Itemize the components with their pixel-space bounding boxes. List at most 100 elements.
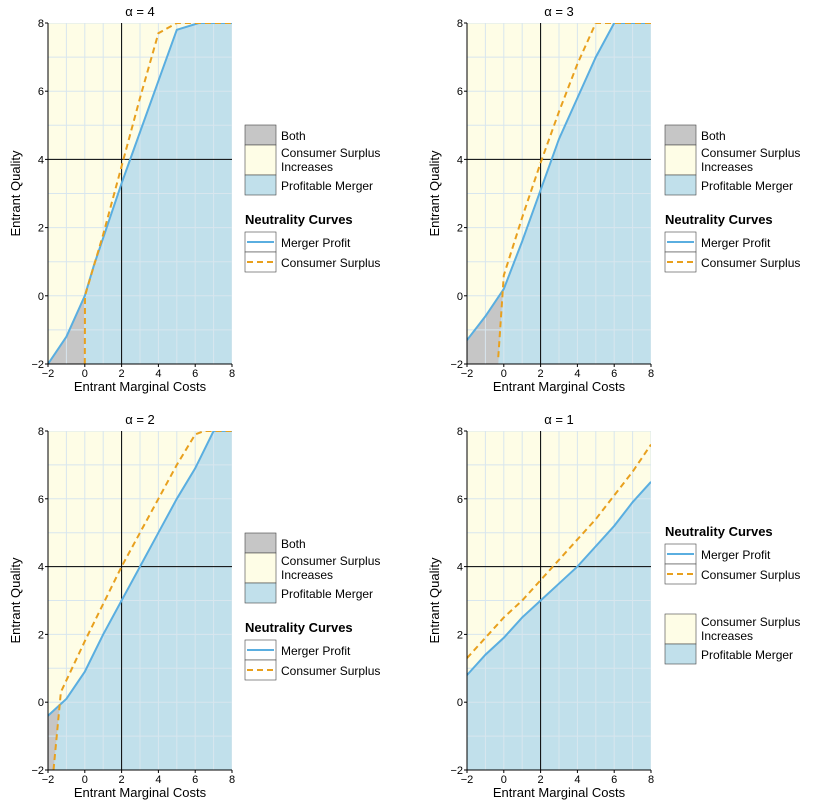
plot-area — [48, 431, 232, 770]
y-tick-label: −2 — [450, 359, 463, 371]
y-tick-label: 8 — [457, 426, 463, 438]
legend-label-consumer-surplus: Consumer Surplus — [281, 256, 380, 270]
y-tick-label: 6 — [38, 86, 44, 98]
legend-label-both: Both — [281, 129, 306, 143]
legend-label-merger-profit: Merger Profit — [281, 236, 351, 250]
y-tick-label: 6 — [457, 86, 463, 98]
y-tick-label: 2 — [457, 223, 463, 235]
x-tick-label: 6 — [611, 368, 617, 380]
y-axis-label: Entrant Quality — [8, 150, 23, 236]
chart-title: α = 3 — [544, 4, 574, 19]
legend-swatch-consumer-surplus — [244, 144, 277, 176]
x-tick-label: 4 — [574, 368, 580, 380]
consumer-surplus-curve — [497, 23, 651, 358]
legend-label-consumer-surplus: Consumer Surplus — [701, 568, 800, 582]
y-tick-label: 4 — [38, 562, 44, 574]
plot-area — [467, 431, 651, 770]
legend-label-profitable: Profitable Merger — [701, 648, 793, 662]
legend-title-neutrality-curves: Neutrality Curves — [665, 524, 773, 539]
y-tick-label: 2 — [38, 629, 44, 641]
x-tick-label: 6 — [192, 774, 198, 786]
x-tick-label: 0 — [82, 774, 88, 786]
panel-1: −2 0 2 4 6 8 −2 0 2 4 6 8 α = 4 Entrant Marginal Cost… — [8, 4, 380, 394]
legend-label-cs-line2: Increases — [701, 629, 753, 643]
x-axis-label: Entrant Marginal Costs — [493, 785, 626, 800]
y-tick-label: 6 — [457, 494, 463, 506]
legend-label-cs-line2: Increases — [701, 160, 753, 174]
y-tick-label: 2 — [38, 223, 44, 235]
y-tick-label: 6 — [38, 494, 44, 506]
legend-label-cs-line2: Increases — [281, 160, 333, 174]
consumer-surplus-curve — [52, 431, 232, 770]
y-tick-label: −2 — [450, 765, 463, 777]
plot-area — [48, 23, 232, 364]
legend-label-consumer-surplus: Consumer Surplus — [701, 256, 800, 270]
consumer-surplus-curve — [467, 443, 651, 659]
legend-label-merger-profit: Merger Profit — [281, 644, 351, 658]
legend-label-cs-line1: Consumer Surplus — [281, 146, 380, 160]
merger-profit-curve — [48, 431, 232, 717]
legend-swatch-consumer-surplus — [664, 144, 697, 176]
x-tick-label: 2 — [538, 368, 544, 380]
x-tick-label: 4 — [155, 774, 161, 786]
region-both — [48, 262, 95, 364]
panel-3: −2 0 2 4 6 8 −2 0 2 4 6 8 α = 2 Entrant Marginal Cost… — [8, 412, 380, 800]
y-tick-label: 4 — [38, 154, 44, 166]
chart-title: α = 1 — [544, 412, 574, 427]
legend-label-cs-line1: Consumer Surplus — [701, 146, 800, 160]
y-tick-label: 2 — [457, 629, 463, 641]
region-both — [467, 290, 503, 364]
legend-swatch-profitable — [244, 582, 277, 604]
chart-title: α = 2 — [125, 412, 155, 427]
merger-profit-curve — [467, 23, 651, 341]
y-tick-label: −2 — [31, 359, 44, 371]
y-tick-label: 0 — [38, 291, 44, 303]
x-tick-label: −2 — [461, 368, 474, 380]
legend-swatch-profitable — [664, 174, 697, 196]
x-tick-label: 0 — [501, 774, 507, 786]
y-axis-label: Entrant Quality — [427, 557, 442, 643]
x-tick-label: 2 — [538, 774, 544, 786]
legend-swatch-profitable — [244, 174, 277, 196]
x-tick-label: 6 — [611, 774, 617, 786]
legend-swatch-both — [244, 532, 277, 554]
y-tick-label: 4 — [457, 154, 463, 166]
legend-label-both: Both — [701, 129, 726, 143]
x-tick-label: 2 — [119, 368, 125, 380]
y-tick-label: 4 — [457, 562, 463, 574]
x-tick-label: 6 — [192, 368, 198, 380]
plot-area — [467, 23, 651, 364]
legend-label-both: Both — [281, 537, 306, 551]
legend-label-cs-line1: Consumer Surplus — [281, 554, 380, 568]
x-tick-label: 8 — [229, 368, 235, 380]
x-tick-label: 4 — [574, 774, 580, 786]
y-tick-label: 8 — [457, 18, 463, 30]
legend-swatch-profitable — [664, 643, 697, 665]
y-tick-label: 8 — [38, 18, 44, 30]
consumer-surplus-curve — [83, 23, 232, 364]
x-tick-label: −2 — [42, 774, 55, 786]
legend-label-profitable: Profitable Merger — [281, 179, 373, 193]
legend-title-neutrality-curves: Neutrality Curves — [665, 212, 773, 227]
x-tick-label: 8 — [648, 774, 654, 786]
legend-title-neutrality-curves: Neutrality Curves — [245, 620, 353, 635]
legend: Neutrality Curves Merger Profit Consumer S… — [664, 524, 800, 665]
x-tick-label: −2 — [461, 774, 474, 786]
x-axis-label: Entrant Marginal Costs — [74, 785, 207, 800]
legend-label-cs-line2: Increases — [281, 568, 333, 582]
legend-label-merger-profit: Merger Profit — [701, 548, 771, 562]
legend-label-consumer-surplus: Consumer Surplus — [281, 664, 380, 678]
x-tick-label: 4 — [155, 368, 161, 380]
legend-swatch-consumer-surplus — [244, 552, 277, 584]
x-axis-label: Entrant Marginal Costs — [493, 379, 626, 394]
x-tick-label: 0 — [501, 368, 507, 380]
merger-profit-curve — [48, 23, 232, 364]
x-tick-label: −2 — [42, 368, 55, 380]
panel-2: −2 0 2 4 6 8 −2 0 2 4 6 8 α = 3 Entrant Marginal Cost… — [427, 4, 800, 394]
legend-swatch-both — [244, 124, 277, 146]
region-both — [48, 705, 60, 770]
